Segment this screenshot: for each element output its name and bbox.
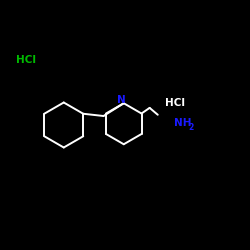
Text: HCl: HCl [165, 98, 185, 108]
Text: N: N [118, 95, 126, 105]
Text: NH: NH [174, 118, 191, 128]
Text: 2: 2 [188, 122, 194, 132]
Text: HCl: HCl [16, 55, 36, 65]
